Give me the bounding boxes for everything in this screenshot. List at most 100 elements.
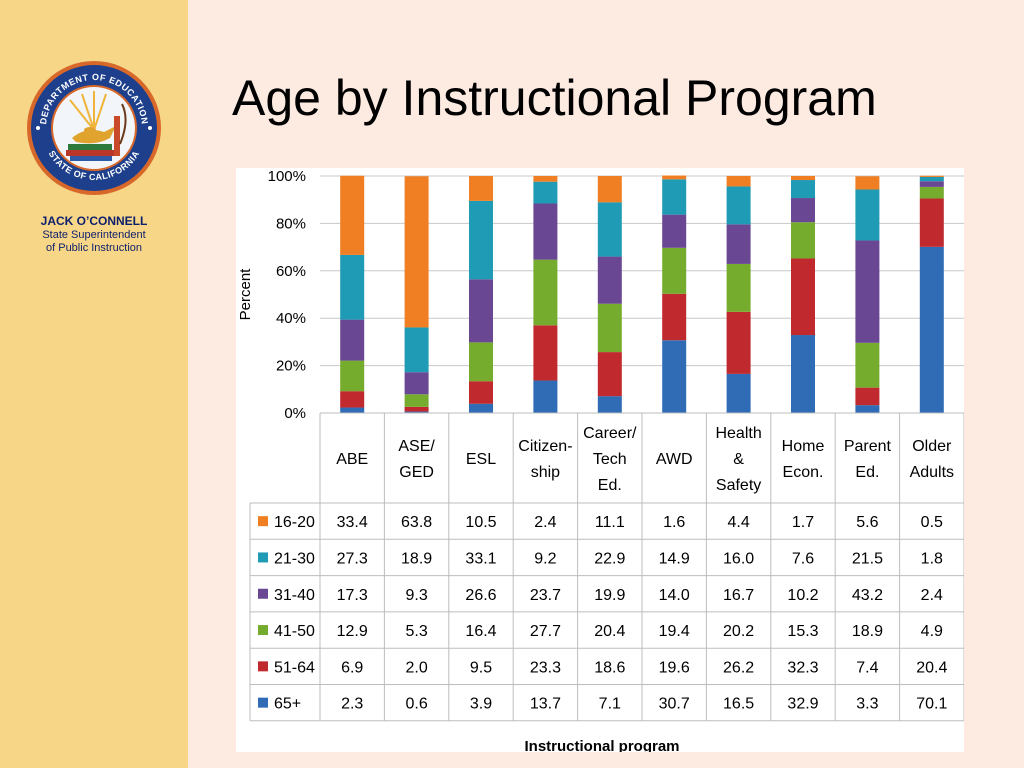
data-label: 4.9 — [921, 623, 943, 640]
data-label: 12.9 — [337, 623, 368, 640]
category-label: Adults — [910, 464, 954, 481]
data-label: 1.8 — [921, 550, 943, 567]
bar-segment — [791, 222, 815, 259]
bar-segment — [726, 263, 751, 312]
data-label: 33.4 — [337, 514, 368, 531]
stacked-bar-chart: 0% 20% 40% 60% 80% 100% Percent ABE ASE/GED ESL Ci… — [237, 168, 964, 752]
data-label: 9.3 — [405, 587, 427, 604]
data-label: 3.9 — [470, 696, 492, 713]
y-axis-label: Percent — [237, 268, 254, 321]
bar-segment — [662, 293, 687, 341]
category-label: Health — [715, 425, 761, 442]
bar-segment — [597, 202, 622, 257]
bar-segment — [469, 381, 493, 404]
data-label: 32.9 — [787, 696, 818, 713]
bar-segment — [726, 224, 751, 264]
category-label: Safety — [716, 477, 761, 494]
data-label: 20.2 — [723, 623, 754, 640]
bar-segment — [404, 406, 429, 412]
bar-segment — [597, 303, 622, 353]
data-label: 17.3 — [337, 587, 368, 604]
data-label: 22.9 — [594, 550, 625, 567]
bar-segment — [855, 189, 880, 241]
data-label: 5.3 — [405, 623, 427, 640]
bar-segment — [726, 176, 751, 187]
data-label: 2.0 — [405, 659, 427, 676]
bar-segment — [533, 259, 558, 326]
data-label: 19.4 — [659, 623, 690, 640]
bar-segment — [340, 391, 365, 408]
y-tick-label: 0% — [284, 405, 306, 422]
bar-segment — [919, 175, 944, 177]
data-label: 23.7 — [530, 587, 561, 604]
data-label: 19.6 — [659, 659, 690, 676]
legend-swatch — [258, 661, 268, 672]
legend-entry: 16-20 — [274, 514, 315, 531]
data-label: 2.3 — [341, 696, 363, 713]
y-tick-label: 20% — [276, 358, 306, 375]
bar-segment — [533, 380, 558, 413]
bar-segment — [597, 352, 622, 397]
bar-segment — [340, 175, 365, 255]
data-label: 16.0 — [723, 550, 754, 567]
bar-segment — [662, 175, 687, 180]
data-label: 18.9 — [852, 623, 883, 640]
presenter-name: JACK O’CONNELL — [40, 214, 148, 228]
data-label: 0.5 — [921, 514, 943, 531]
category-label: & — [733, 451, 744, 468]
bar-segment — [597, 176, 622, 203]
sidebar: DEPARTMENT OF EDUCATION STATE OF CALIFOR… — [0, 0, 188, 768]
data-label: 70.1 — [916, 696, 947, 713]
data-label: 20.4 — [916, 659, 947, 676]
bar-segment — [340, 407, 365, 413]
data-label: 7.1 — [599, 696, 621, 713]
bar-segment — [855, 176, 880, 190]
bar-segment — [404, 394, 429, 407]
bar-segment — [404, 327, 429, 373]
legend-swatch — [258, 697, 268, 708]
presenter-role-line2: of Public Instruction — [46, 242, 142, 254]
bar-segment — [404, 411, 429, 413]
category-label: ASE/ — [398, 438, 435, 455]
legend-entry: 65+ — [274, 696, 301, 713]
data-label: 10.2 — [787, 587, 818, 604]
bar-segment — [855, 342, 880, 388]
bar-segment — [791, 180, 815, 199]
bar-segment — [726, 311, 751, 374]
data-label: 2.4 — [534, 514, 556, 531]
bar-segment — [726, 373, 751, 413]
data-label: 13.7 — [530, 696, 561, 713]
data-label: 14.0 — [659, 587, 690, 604]
bar-segment — [597, 256, 622, 304]
data-label: 21.5 — [852, 550, 883, 567]
data-label: 20.4 — [594, 623, 625, 640]
bar-segment — [855, 405, 880, 413]
bar-segment — [855, 240, 880, 343]
bar-segment — [340, 360, 365, 392]
bar-segment — [919, 246, 944, 413]
data-label: 18.9 — [401, 550, 432, 567]
data-label: 9.5 — [470, 659, 492, 676]
data-label: 16.5 — [723, 696, 754, 713]
category-label: GED — [399, 464, 434, 481]
category-label: ESL — [466, 451, 496, 468]
data-label: 16.7 — [723, 587, 754, 604]
data-label: 9.2 — [534, 550, 556, 567]
bar-segment — [919, 176, 944, 182]
legend-entry: 51-64 — [274, 659, 315, 676]
data-label: 30.7 — [659, 696, 690, 713]
bar-segment — [404, 176, 429, 328]
bar-segment — [533, 176, 558, 182]
bar-segment — [340, 254, 365, 320]
bar-segment — [919, 198, 944, 247]
data-label: 27.7 — [530, 623, 561, 640]
category-label: ABE — [336, 451, 368, 468]
bar-segment — [919, 186, 944, 199]
bar-segment — [469, 279, 493, 343]
bar-segment — [533, 181, 558, 204]
data-label: 7.6 — [792, 550, 814, 567]
presenter-block: JACK O’CONNELL State Superintendent of P… — [0, 214, 188, 255]
bar-segment — [662, 340, 687, 413]
data-label: 1.6 — [663, 514, 685, 531]
bar-segment — [662, 214, 687, 248]
